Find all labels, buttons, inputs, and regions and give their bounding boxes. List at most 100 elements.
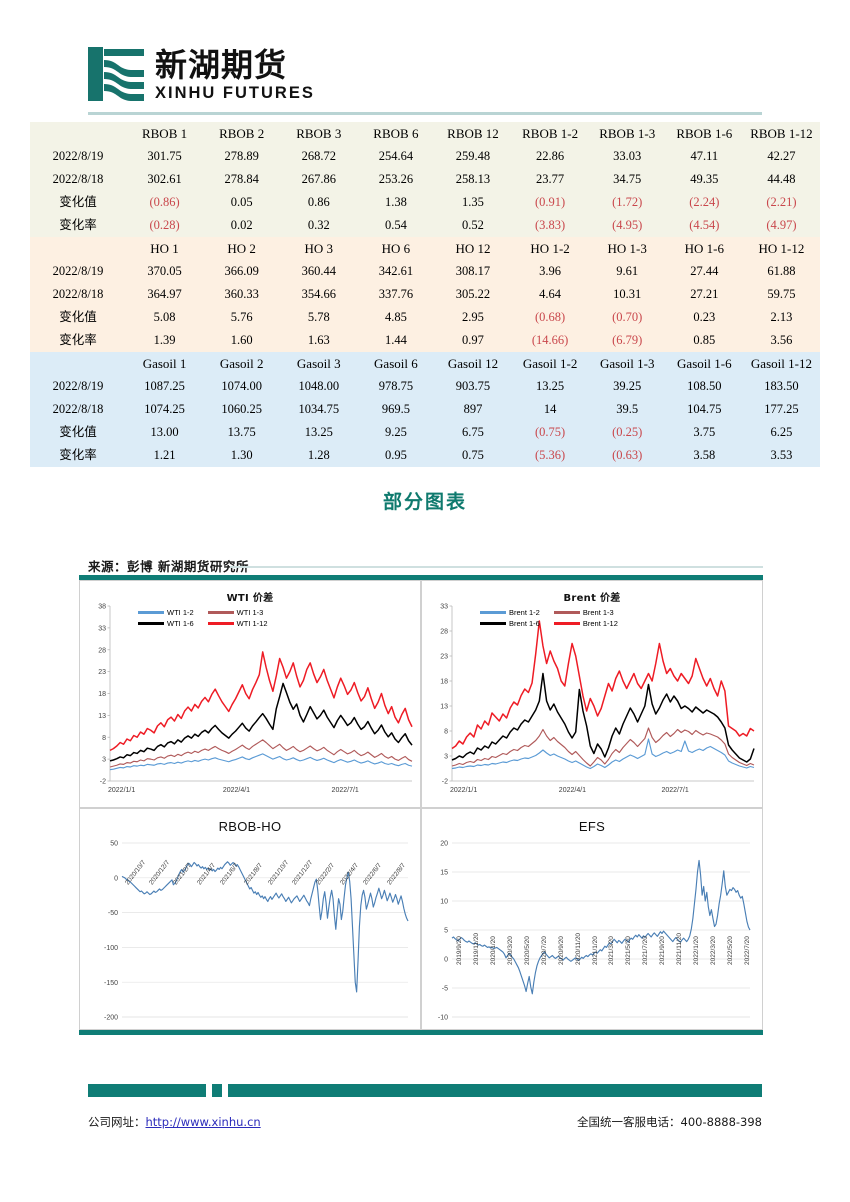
- table-row-label: 变化值: [30, 306, 126, 329]
- table-cell: (0.28): [126, 214, 204, 237]
- table-cell: 354.66: [280, 283, 358, 306]
- table-cell: 305.22: [434, 283, 512, 306]
- table-cell: 1.35: [434, 191, 512, 214]
- legend-swatch-icon: [480, 611, 506, 614]
- charts-container: WTI 价差 38 33 28 23 18 13 8 3 -2 WTI 1-2 WTI 1-3 WTI…: [79, 575, 763, 1035]
- legend-item: WTI 1-6: [138, 619, 194, 628]
- table-cell: 2.13: [742, 306, 820, 329]
- legend-label: Brent 1-2: [509, 608, 540, 617]
- legend-label: Brent 1-6: [509, 619, 540, 628]
- legend-item: Brent 1-12: [553, 619, 618, 628]
- chart-plot-rbobho: 50 0 -50 -100 -150 -200 2020/10/7 2020/12/7 2021…: [80, 809, 422, 1031]
- legend-label: Brent 1-12: [582, 619, 618, 628]
- table-header-row-ho: HO 1 HO 2 HO 3 HO 6 HO 12 HO 1-2 HO 1-3 HO 1-6 H…: [30, 237, 820, 260]
- table-cell: 1.38: [357, 191, 435, 214]
- legend-swatch-icon: [553, 622, 580, 625]
- table-cell: 10.31: [588, 283, 666, 306]
- chart-title-wti: WTI 价差: [226, 593, 274, 604]
- table-cell: 903.75: [434, 375, 512, 398]
- table-cell: 0.05: [203, 191, 281, 214]
- chart-panel-rbobho: RBOB-HO 50 0 -50 -100 -150 -200 2020/10/7 2020/…: [79, 808, 421, 1030]
- table-cell: (4.97): [742, 214, 820, 237]
- source-divider: [230, 566, 763, 568]
- legend-label: WTI 1-3: [236, 608, 264, 617]
- x-axis-tick: 2019/11/20: [472, 932, 480, 965]
- table-cell: 6.75: [434, 421, 512, 444]
- x-axis-tick: 2021/5/20: [625, 936, 633, 965]
- table-cell: (4.54): [665, 214, 743, 237]
- chart-plot-efs: 20 15 10 5 0 -5 -10 2019/9/20 2019/11/20 2020/1/2…: [422, 809, 764, 1031]
- footer-bar: [88, 1084, 762, 1097]
- table-row: 变化值 5.08 5.76 5.78 4.85 2.95 (0.68) (0.70) 0.23 2…: [30, 306, 820, 329]
- table-cell: 1.60: [203, 329, 281, 352]
- svg-text:5: 5: [444, 928, 448, 935]
- table-header-cell: Gasoil 1: [126, 352, 204, 375]
- x-axis-tick: 2022/4/1: [558, 787, 587, 794]
- table-row: 2022/8/19 1087.25 1074.00 1048.00 978.75 903.…: [30, 375, 820, 398]
- table-cell: 47.11: [665, 145, 743, 168]
- x-axis-tick: 2021/7/20: [642, 936, 650, 965]
- table-cell: (5.36): [511, 444, 589, 467]
- chart-plot-brent: 33 28 23 18 13 8 3 -2 Brent 1-2 Brent 1-3 Brent 1-…: [422, 581, 764, 809]
- table-header-cell: Gasoil 3: [280, 352, 358, 375]
- table-cell: 9.25: [357, 421, 435, 444]
- table-cell: 0.86: [280, 191, 358, 214]
- x-axis-tick: 2021/9/20: [659, 936, 667, 965]
- table-row-label: 变化值: [30, 421, 126, 444]
- table-cell: 1.21: [126, 444, 204, 467]
- table-cell: 49.35: [665, 168, 743, 191]
- table-cell: (3.83): [511, 214, 589, 237]
- table-cell: 897: [434, 398, 512, 421]
- svg-text:8: 8: [444, 729, 448, 736]
- x-axis-tick: 2021/11/20: [676, 932, 684, 965]
- table-cell: 13.25: [280, 421, 358, 444]
- table-cell: 360.44: [280, 260, 358, 283]
- table-cell: 1.30: [203, 444, 281, 467]
- table-header-cell: RBOB 1-2: [511, 122, 589, 145]
- table-cell: (0.68): [511, 306, 589, 329]
- legend-item: Brent 1-6: [480, 619, 540, 628]
- table-cell: 104.75: [665, 398, 743, 421]
- svg-text:18: 18: [98, 691, 106, 698]
- legend-label: Brent 1-3: [582, 608, 614, 617]
- footer-links: 公司网址：http://www.xinhu.cn 全国统一客服电话：400-88…: [0, 1114, 850, 1138]
- table-cell: 5.78: [280, 306, 358, 329]
- logo-text: 新湖期货 XINHU FUTURES: [155, 49, 315, 103]
- table-cell: 0.32: [280, 214, 358, 237]
- chart-source-note: 来源：彭博 新湖期货研究所: [88, 559, 249, 574]
- table-cell: 1074.25: [126, 398, 204, 421]
- table-cell: (0.70): [588, 306, 666, 329]
- x-axis-tick: 2020/5/20: [523, 936, 531, 965]
- table-cell: 969.5: [357, 398, 435, 421]
- table-cell: (1.72): [588, 191, 666, 214]
- svg-text:-100: -100: [104, 945, 118, 952]
- footer-website-link[interactable]: http://www.xinhu.cn: [145, 1115, 261, 1129]
- table-header-cell: RBOB 1: [126, 122, 204, 145]
- chart-band-bottom: [79, 1030, 763, 1035]
- svg-text:50: 50: [110, 841, 118, 848]
- table-cell: 3.58: [665, 444, 743, 467]
- table-header-cell: RBOB 3: [280, 122, 358, 145]
- table-cell: (14.66): [511, 329, 589, 352]
- chart-panel-wti: WTI 价差 38 33 28 23 18 13 8 3 -2 WTI 1-2 WTI 1-3 WTI…: [79, 580, 421, 808]
- table-row: 2022/8/19 301.75 278.89 268.72 254.64 259.48 2…: [30, 145, 820, 168]
- table-row: 变化率 (0.28) 0.02 0.32 0.54 0.52 (3.83) (4.95) (4.…: [30, 214, 820, 237]
- svg-text:-10: -10: [438, 1015, 448, 1022]
- svg-text:33: 33: [98, 625, 106, 632]
- table-header-cell: Gasoil 1-12: [742, 352, 820, 375]
- table-cell: 5.08: [126, 306, 204, 329]
- charts-section-title: 部分图表: [382, 491, 467, 513]
- chart-plot-wti: 38 33 28 23 18 13 8 3 -2 WTI 1-2 WTI 1-3 WTI 1-6 WTI…: [80, 581, 422, 809]
- x-axis-tick: 2022/4/1: [222, 787, 251, 794]
- table-cell: 22.86: [511, 145, 589, 168]
- table-header-cell: Gasoil 2: [203, 352, 281, 375]
- table-row: 2022/8/18 364.97 360.33 354.66 337.76 305.22 4…: [30, 283, 820, 306]
- table-cell: 1087.25: [126, 375, 204, 398]
- table-header-cell: HO 1: [126, 237, 204, 260]
- table-header-cell: HO 1-3: [588, 237, 666, 260]
- table-cell: 366.09: [203, 260, 281, 283]
- svg-text:-50: -50: [108, 910, 118, 917]
- table-cell: 34.75: [588, 168, 666, 191]
- table-cell: 3.96: [511, 260, 589, 283]
- table-row: 变化值 13.00 13.75 13.25 9.25 6.75 (0.75) (0.25) 3.…: [30, 421, 820, 444]
